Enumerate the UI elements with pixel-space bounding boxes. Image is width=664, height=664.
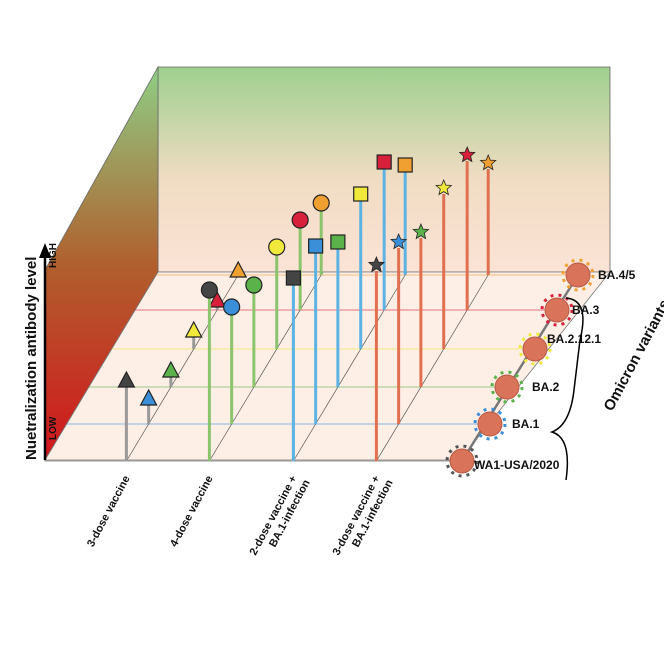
circle-marker xyxy=(200,281,218,299)
star-marker xyxy=(458,145,476,163)
virus xyxy=(449,448,475,474)
virus-spikes xyxy=(561,258,595,292)
triangle-marker xyxy=(139,388,158,406)
circle-marker xyxy=(245,276,263,294)
omicron-label: Omicron variants xyxy=(601,297,664,414)
group-floor-line xyxy=(376,271,491,461)
circle-marker xyxy=(312,194,330,212)
virus-spikes xyxy=(473,407,507,441)
virus xyxy=(477,411,503,437)
square-marker xyxy=(353,186,369,202)
circle-marker xyxy=(223,298,241,316)
high-label: HIGH xyxy=(48,243,59,268)
square-marker xyxy=(376,154,392,170)
group-label: 4-dose vaccine xyxy=(168,474,216,549)
star-marker xyxy=(435,178,453,196)
square-marker xyxy=(330,234,346,250)
virus xyxy=(522,336,548,362)
star-marker xyxy=(367,255,385,273)
virus xyxy=(494,374,520,400)
circle-marker xyxy=(291,211,309,229)
variant-label: WA1-USA/2020 xyxy=(474,458,560,472)
floor xyxy=(44,271,611,461)
virus-spikes xyxy=(540,293,574,327)
star-marker xyxy=(479,153,497,171)
virus xyxy=(544,297,570,323)
group-floor-line xyxy=(293,271,408,461)
variant-label: BA.1 xyxy=(512,417,540,431)
square-marker xyxy=(308,238,324,254)
variant-label: BA.2.12.1 xyxy=(547,332,601,346)
brace xyxy=(549,297,584,481)
triangle-marker xyxy=(161,360,180,378)
star-marker xyxy=(390,232,408,250)
y-axis-label: Nuetralization antibody level xyxy=(23,257,40,460)
triangle-marker xyxy=(117,370,136,388)
triangle-marker xyxy=(208,290,227,308)
virus-spikes xyxy=(518,332,552,366)
square-marker xyxy=(397,157,413,173)
virus-spikes xyxy=(490,370,524,404)
low-label: LOW xyxy=(48,416,59,440)
star-marker xyxy=(412,222,430,240)
variant-label: BA.4/5 xyxy=(598,268,636,282)
circle-marker xyxy=(268,238,286,256)
square-marker xyxy=(285,270,301,286)
group-floor-line xyxy=(209,271,324,461)
triangle-marker xyxy=(229,260,248,278)
virus-spikes xyxy=(445,444,479,478)
triangle-marker xyxy=(184,320,203,338)
variant-label: BA.3 xyxy=(572,303,600,317)
y-axis-arrow xyxy=(39,243,51,258)
group-label: 3-dose vaccine xyxy=(85,474,133,549)
variant-label: BA.2 xyxy=(532,380,560,394)
virus xyxy=(565,262,591,288)
